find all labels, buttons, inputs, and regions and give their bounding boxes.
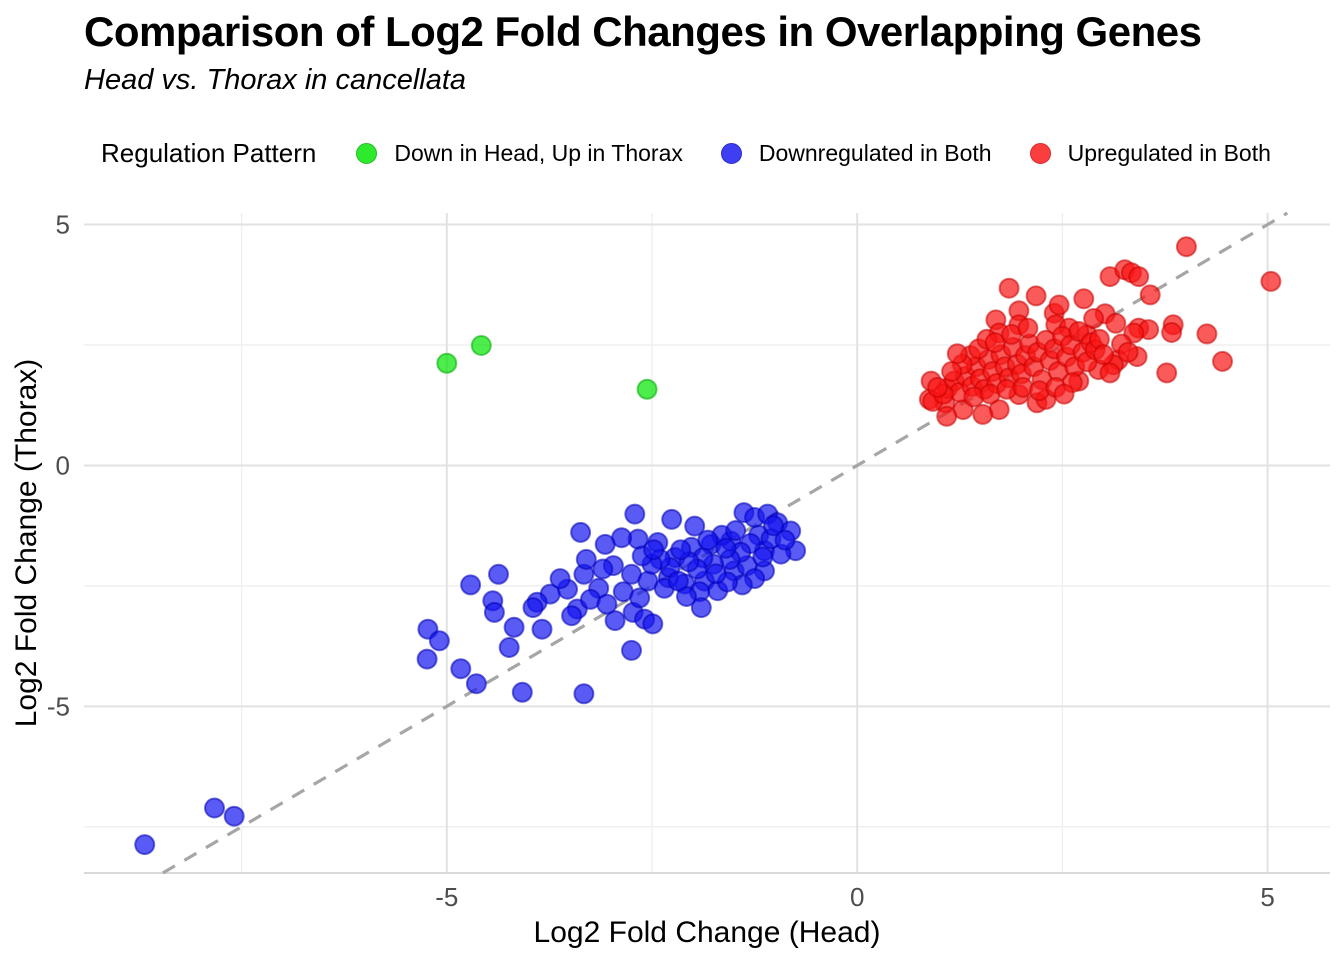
scatter-point-1 <box>705 563 727 585</box>
scatter-point-1 <box>592 558 614 580</box>
scatter-point-1 <box>503 616 525 638</box>
scatter-point-1 <box>465 673 487 695</box>
scatter-point-2 <box>972 403 994 425</box>
x-axis-label: Log2 Fold Change (Head) <box>534 916 881 949</box>
scatter-point-1 <box>428 630 450 652</box>
scatter-point-1 <box>661 508 683 530</box>
scatter-point-1 <box>670 539 692 561</box>
chart-title: Comparison of Log2 Fold Changes in Overl… <box>84 8 1202 55</box>
scatter-point-1 <box>522 597 544 619</box>
scatter-point-1 <box>498 637 520 658</box>
scatter-point-0 <box>436 352 458 374</box>
scatter-point-2 <box>1117 341 1139 363</box>
scatter-point-1 <box>684 515 706 537</box>
scatter-point-2 <box>1175 236 1197 258</box>
scatter-point-2 <box>936 405 958 427</box>
scatter-point-1 <box>134 834 156 856</box>
y-tick-label: -5 <box>47 691 70 721</box>
scatter-point-1 <box>531 618 553 640</box>
legend-item-label: Downregulated in Both <box>758 139 992 166</box>
scatter-point-1 <box>511 681 533 703</box>
scatter-point-1 <box>763 515 784 537</box>
scatter-point-1 <box>596 593 618 615</box>
scatter-point-2 <box>1139 284 1161 306</box>
legend-item: Upregulated in Both <box>1029 139 1271 167</box>
y-axis-label: Log2 Fold Change (Thorax) <box>10 359 43 728</box>
plot-svg: -5 0 5 -5 0 5 Log2 Fold Change (Head) Log2 Fold… <box>10 210 1330 949</box>
scatter-point-1 <box>624 503 646 525</box>
scatter-point-1 <box>621 639 642 661</box>
scatter-point-1 <box>460 574 482 596</box>
legend-swatch-icon <box>356 142 378 164</box>
scatter-point-1 <box>549 568 571 590</box>
scatter-point-1 <box>573 683 595 705</box>
scatter-point-1 <box>570 521 592 543</box>
scatter-point-1 <box>204 797 225 819</box>
scatter-point-1 <box>752 546 774 568</box>
legend-swatch-icon <box>720 142 742 164</box>
scatter-point-2 <box>946 343 968 365</box>
x-tick-label: 5 <box>1260 882 1274 912</box>
scatter-point-2 <box>941 361 963 382</box>
scatter-point-1 <box>594 533 616 555</box>
scatter-point-2 <box>1093 344 1114 366</box>
scatter-point-2 <box>1025 285 1047 307</box>
scatter-point-1 <box>725 520 747 541</box>
scatter-point-2 <box>1196 323 1218 345</box>
scatter-point-1 <box>575 548 597 570</box>
scatter-point-1 <box>667 570 689 592</box>
legend-item-label: Down in Head, Up in Thorax <box>394 139 683 166</box>
scatter-point-0 <box>636 378 658 400</box>
scatter-point-2 <box>1260 270 1282 292</box>
scatter-point-2 <box>1105 312 1127 334</box>
scatter-point-1 <box>483 601 505 623</box>
scatter-point-2 <box>1161 322 1183 343</box>
scatter-plot: -5 0 5 -5 0 5 Log2 Fold Change (Head) Log2 Fold… <box>0 190 1344 960</box>
scatter-point-1 <box>642 613 664 635</box>
y-tick-label: 5 <box>56 210 70 240</box>
scatter-point-2 <box>1156 362 1178 384</box>
legend-item-label: Upregulated in Both <box>1067 139 1271 166</box>
scatter-point-1 <box>561 605 583 627</box>
scatter-point-2 <box>1073 288 1095 310</box>
scatter-point-0 <box>470 335 492 356</box>
scatter-point-1 <box>715 537 737 559</box>
scatter-point-1 <box>450 658 472 680</box>
x-tick-label: 0 <box>850 882 864 912</box>
legend-item: Down in Head, Up in Thorax <box>356 140 683 167</box>
y-tick-label: 0 <box>56 450 70 480</box>
scatter-point-1 <box>697 529 719 551</box>
scatter-point-2 <box>1017 317 1039 339</box>
x-tick-label: -5 <box>435 882 458 912</box>
scatter-point-2 <box>1053 383 1075 405</box>
scatter-point-1 <box>629 587 651 609</box>
legend-swatch-icon <box>1029 142 1051 164</box>
scatter-point-2 <box>1048 294 1070 316</box>
scatter-point-2 <box>927 376 949 398</box>
scatter-point-1 <box>488 563 509 585</box>
scatter-point-2 <box>1128 266 1150 288</box>
scatter-point-1 <box>416 648 438 670</box>
scatter-point-2 <box>1099 362 1121 384</box>
legend-items: Down in Head, Up in Thorax Downregulated … <box>356 140 1309 167</box>
scatter-point-2 <box>1083 308 1105 329</box>
legend-item: Downregulated in Both <box>720 139 992 167</box>
scatter-point-2 <box>984 332 1006 354</box>
scatter-point-2 <box>998 277 1020 299</box>
scatter-point-2 <box>1212 350 1233 372</box>
chart-subtitle: Head vs. Thorax in cancellata <box>84 64 467 96</box>
legend-title: Regulation Pattern <box>101 137 317 168</box>
legend: Regulation Pattern Down in Head, Up in T… <box>101 136 1309 170</box>
scatter-point-1 <box>604 610 626 632</box>
scatter-point-1 <box>643 539 665 561</box>
scatter-point-1 <box>774 529 796 551</box>
scatter-point-1 <box>223 805 245 827</box>
scatter-point-1 <box>690 597 712 619</box>
